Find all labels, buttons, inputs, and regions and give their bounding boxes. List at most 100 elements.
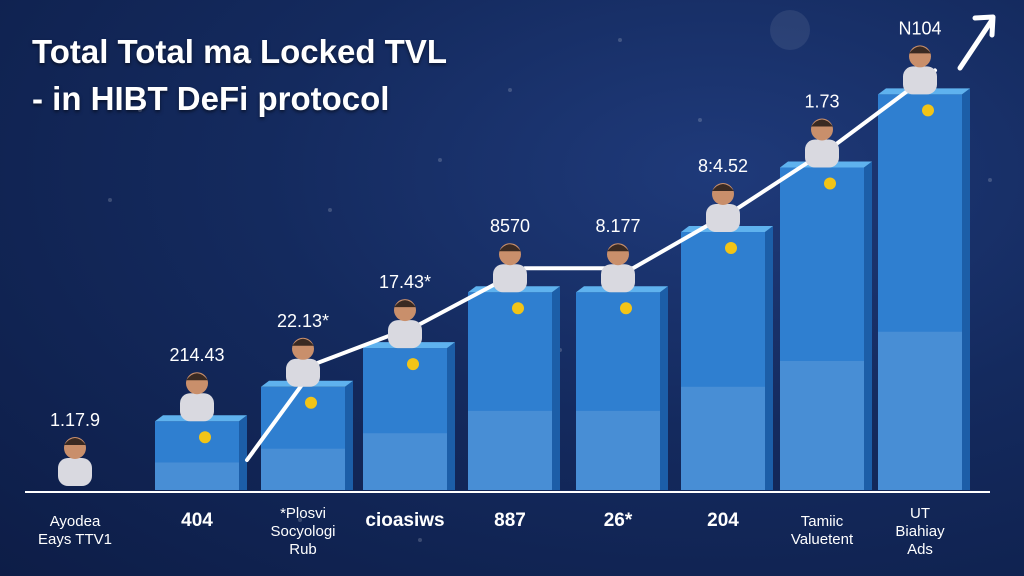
person-body (388, 320, 422, 349)
background-sparkle (108, 198, 112, 202)
person-body (805, 139, 839, 168)
person-body (493, 264, 527, 293)
background-sparkle (618, 38, 622, 42)
category-label: 204 (707, 510, 739, 531)
gold-coin-icon (305, 396, 317, 409)
bar-front (681, 232, 765, 490)
category-label: Tamiic Valuetent (791, 513, 854, 548)
value-label: 8:4.52 (698, 156, 748, 176)
category-label: UT Biahiay Ads (895, 505, 945, 558)
bar (468, 286, 560, 490)
background-sparkle (508, 88, 512, 92)
value-label: 8570 (490, 216, 530, 236)
bar-side (765, 226, 773, 490)
person-figure-icon (180, 372, 214, 422)
background-sparkle (418, 538, 422, 542)
bar-front (155, 421, 239, 490)
bar-highlight (576, 410, 660, 490)
bar-side (962, 88, 970, 491)
bar-front (363, 348, 447, 490)
value-label: 22.13* (277, 311, 329, 331)
person-body (180, 393, 214, 422)
category-label: 26* (604, 510, 633, 531)
person-hair (394, 300, 416, 308)
person-figure-icon (58, 437, 92, 486)
person-hair (64, 438, 86, 445)
bar (576, 286, 668, 490)
category-label: cioasiws (365, 510, 444, 531)
person-body (286, 358, 320, 387)
bar-front (878, 94, 962, 491)
chart-title: Total Total ma Locked TVL - in HIBT DeFi… (32, 28, 447, 122)
person-body (706, 204, 740, 232)
bar-front (780, 167, 864, 490)
background-sparkle (698, 118, 702, 122)
bar-side (447, 342, 455, 490)
value-label: 1.17.9 (50, 410, 100, 430)
bar-highlight (363, 433, 447, 490)
bar-highlight (261, 448, 345, 490)
bar-side (864, 161, 872, 490)
value-label: 17.43* (379, 272, 431, 292)
person-hair (909, 46, 931, 54)
bar-side (239, 415, 247, 490)
bar-side (552, 286, 560, 490)
chart-title-line-2: - in HIBT DeFi protocol (32, 80, 390, 117)
background-badge (770, 10, 810, 50)
category-label: 404 (181, 510, 213, 531)
gold-coin-icon (922, 104, 934, 117)
background-sparkle (248, 58, 252, 62)
bar-highlight (468, 410, 552, 490)
bar-highlight (681, 386, 765, 490)
person-figures (58, 45, 937, 486)
gold-coin-icon (512, 302, 524, 315)
value-label: 8.177 (595, 216, 640, 236)
value-labels: 1.17.9 214.43 22.13* 17.43* 8570 8.177 8:4.52 1… (50, 18, 942, 430)
person-body (58, 458, 92, 486)
bar-front (468, 292, 552, 490)
person-hair (292, 338, 314, 346)
value-label: 1.73 (804, 92, 839, 112)
person-hair (712, 184, 734, 191)
background-sparkle (138, 108, 142, 112)
person-hair (499, 244, 521, 252)
person-figure-icon (706, 183, 740, 232)
background-decoration (108, 10, 992, 542)
person-figure-icon (601, 243, 635, 293)
person-figure-icon (493, 243, 527, 293)
gold-coin-icon (824, 177, 836, 190)
gold-coin-icon (620, 302, 632, 315)
value-label: 214.43 (169, 345, 224, 365)
bar-side (660, 286, 668, 490)
bar-highlight (780, 361, 864, 490)
bar-highlight (155, 462, 239, 490)
gold-coin-icon (407, 358, 419, 371)
category-label: Ayodea Eays TTV1 (38, 513, 112, 548)
gold-coin-icon (199, 431, 211, 444)
gold-coin-icon (725, 242, 737, 254)
background-sparkle (438, 158, 442, 162)
person-figure-icon (805, 118, 839, 168)
bar-highlight (878, 331, 962, 490)
person-hair (186, 373, 208, 381)
background-sparkle (988, 178, 992, 182)
person-body (903, 66, 937, 95)
bar-side (345, 380, 353, 490)
value-label: N104 (898, 18, 941, 38)
person-figure-icon (388, 299, 422, 349)
chart-title-line-1: Total Total ma Locked TVL (32, 33, 447, 70)
bar (155, 415, 247, 490)
bar-front (576, 292, 660, 490)
bar-series (155, 88, 970, 491)
category-labels: Ayodea Eays TTV1 404 *Plosvi Socyologi Rub cio… (38, 505, 945, 558)
bar (780, 161, 872, 490)
person-hair (811, 119, 833, 127)
person-body (601, 264, 635, 293)
category-label: *Plosvi Socyologi Rub (270, 505, 335, 558)
bar (681, 226, 773, 490)
bar (363, 342, 455, 490)
trend-arrow-icon (957, 14, 996, 71)
bar (261, 380, 353, 490)
background-sparkle (328, 208, 332, 212)
